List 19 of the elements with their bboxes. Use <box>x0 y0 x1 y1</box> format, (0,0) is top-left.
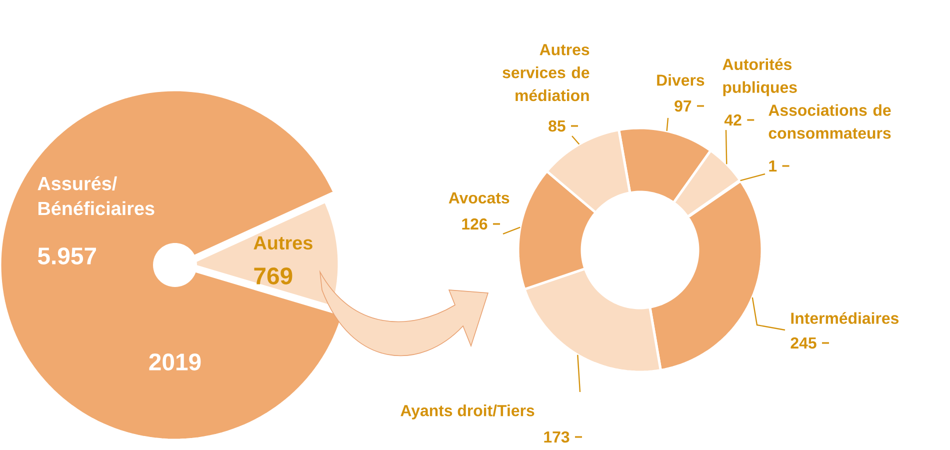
slice-label: Divers <box>657 74 704 86</box>
data-label: 97 <box>674 100 692 112</box>
slice-label: Ayants droit/Tiers <box>400 404 534 420</box>
data-label: 1 <box>769 160 777 172</box>
slice-label: Avocats <box>448 192 510 204</box>
slice-label: Autres <box>254 236 312 250</box>
data-label: 769 <box>254 268 292 284</box>
slice-label: Autorités publiques <box>722 58 797 96</box>
data-label: 85 <box>548 120 566 132</box>
text: 2019 <box>149 354 201 370</box>
data-label: 5.957 <box>38 248 96 264</box>
data-label: 126 <box>462 218 488 230</box>
slice-label: Associations de consommateurs <box>768 104 891 139</box>
data-label: 173 <box>544 431 570 443</box>
data-label: 42 <box>724 114 742 126</box>
slice-label: Autres services de médiation <box>502 44 590 102</box>
slice-label: Intermédiaires <box>791 312 899 324</box>
data-label: 245 <box>790 337 816 349</box>
slice-label: Assurés/ Bénéficiaires <box>38 176 154 216</box>
